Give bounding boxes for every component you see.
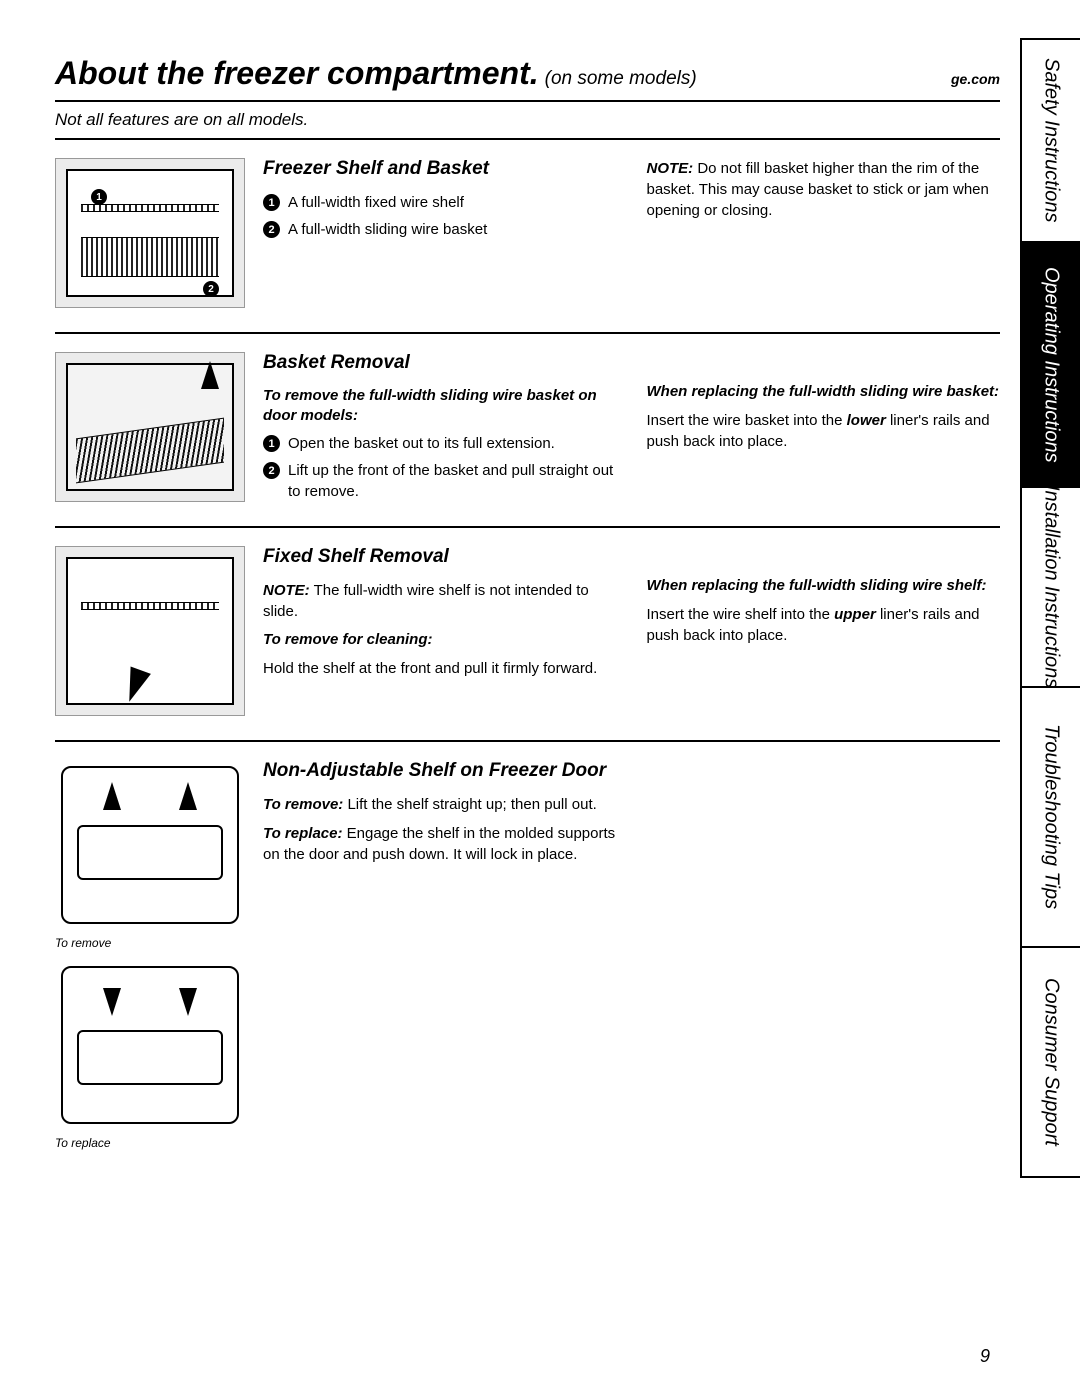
figure-replace-shelf [55, 960, 245, 1130]
figure-basket-removal [55, 352, 245, 502]
subheading-replace: When replacing the full-width sliding wi… [647, 382, 1001, 402]
subheading-remove: To remove the full-width sliding wire ba… [263, 386, 617, 425]
page-number: 9 [980, 1346, 990, 1367]
note-text: NOTE: The full-width wire shelf is not i… [263, 580, 617, 622]
figure-fixed-shelf [55, 546, 245, 716]
tab-installation[interactable]: Installation Instructions [1020, 488, 1080, 688]
figure-shelf-basket: 1 2 [55, 158, 245, 308]
item-1: A full-width fixed wire shelf [288, 192, 464, 213]
page-header: About the freezer compartment. (on some … [55, 55, 1000, 102]
brand-url: ge.com [951, 71, 1000, 87]
subheading-remove: To remove for cleaning: [263, 630, 617, 650]
figure-caption-replace: To replace [55, 1136, 245, 1150]
tab-safety[interactable]: Safety Instructions [1020, 38, 1080, 243]
step-1: Open the basket out to its full extensio… [288, 433, 555, 454]
replace-instruction: To replace: Engage the shelf in the mold… [263, 823, 617, 865]
section-fixed-shelf-removal: Fixed Shelf Removal NOTE: The full-width… [55, 528, 1000, 742]
bullet-2-icon: 2 [263, 462, 280, 479]
item-2: A full-width sliding wire basket [288, 219, 487, 240]
subheading-replace: When replacing the full-width sliding wi… [647, 576, 1001, 596]
replace-text: Insert the wire shelf into the upper lin… [647, 604, 1001, 646]
section-title: Freezer Shelf and Basket [263, 158, 617, 180]
replace-text: Insert the wire basket into the lower li… [647, 410, 1001, 452]
section-title: Basket Removal [263, 352, 617, 374]
section-freezer-shelf-basket: 1 2 Freezer Shelf and Basket 1 A full-wi… [55, 140, 1000, 334]
page-subtitle: (on some models) [545, 68, 697, 90]
tab-operating[interactable]: Operating Instructions [1020, 243, 1080, 488]
tab-troubleshooting[interactable]: Troubleshooting Tips [1020, 688, 1080, 948]
page-title: About the freezer compartment. [55, 55, 539, 92]
models-note: Not all features are on all models. [55, 102, 1000, 140]
remove-instruction: To remove: Lift the shelf straight up; t… [263, 794, 617, 815]
section-door-shelf: To remove To replace Non-Adjustable Shel… [55, 742, 1000, 1178]
section-basket-removal: Basket Removal To remove the full-width … [55, 334, 1000, 528]
section-title: Non-Adjustable Shelf on Freezer Door [263, 760, 617, 782]
figure-remove-shelf [55, 760, 245, 930]
bullet-1-icon: 1 [263, 194, 280, 211]
remove-body: Hold the shelf at the front and pull it … [263, 658, 617, 679]
section-title: Fixed Shelf Removal [263, 546, 617, 568]
figure-caption-remove: To remove [55, 936, 245, 950]
tab-consumer-support[interactable]: Consumer Support [1020, 948, 1080, 1178]
side-tabs: Safety Instructions Operating Instructio… [1020, 0, 1080, 1397]
bullet-1-icon: 1 [263, 435, 280, 452]
step-2: Lift up the front of the basket and pull… [288, 460, 617, 502]
bullet-2-icon: 2 [263, 221, 280, 238]
note-text: NOTE: Do not fill basket higher than the… [647, 158, 1001, 221]
